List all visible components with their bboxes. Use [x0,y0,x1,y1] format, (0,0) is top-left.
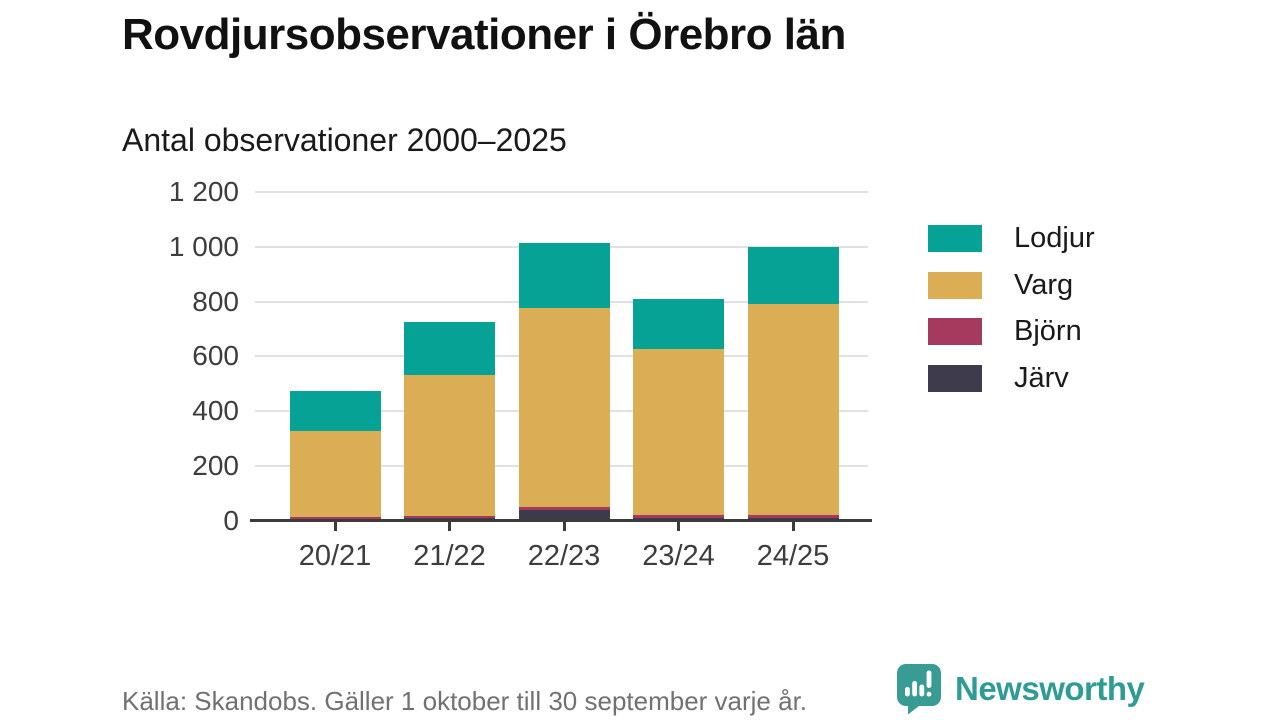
brand-logo: Newsworthy [896,663,1145,715]
legend-label: Björn [1014,315,1082,348]
brand-name: Newsworthy [955,670,1145,707]
gridline-1200 [255,191,868,193]
y-axis-label: 1 000 [168,230,239,262]
bar-segment-björn-22-23 [518,507,610,511]
x-axis-tick [448,522,451,531]
legend-swatch-björn [928,318,982,346]
chart-subtitle: Antal observationer 2000–2025 [122,122,567,158]
legend-item-varg: Varg [928,262,1095,309]
x-axis-label: 23/24 [642,540,715,572]
legend-item-lodjur: Lodjur [928,215,1095,262]
x-axis-tick [562,522,566,531]
legend-item-björn: Björn [928,308,1095,355]
bar-segment-lodjur-22-23 [518,242,610,308]
bar-segment-björn-20-21 [289,516,381,520]
bar-segment-lodjur-23-24 [633,298,724,349]
bar-segment-varg-23-24 [633,348,724,516]
legend-label: Järv [1014,361,1069,394]
legend-swatch-lodjur [928,224,982,252]
x-axis-tick [333,522,337,531]
legend-swatch-varg [928,271,982,299]
legend-swatch-järv [928,364,982,392]
bar-segment-lodjur-20-21 [289,391,381,431]
x-axis-label: 21/22 [413,540,486,572]
bar-segment-björn-24-25 [747,515,839,518]
source-note: Källa: Skandobs. Gäller 1 oktober till 3… [122,686,808,716]
y-axis-label: 200 [192,449,239,481]
bar-segment-lodjur-24-25 [747,247,839,305]
x-axis-tick [791,522,795,531]
bar-segment-björn-23-24 [633,515,724,518]
bar-segment-järv-22-23 [518,510,610,521]
page-title: Rovdjursobservationer i Örebro län [122,10,846,59]
y-axis-label: 400 [192,395,239,426]
bar-segment-varg-20-21 [289,430,381,517]
x-axis-tick [677,522,680,531]
y-axis-label: 0 [223,504,239,536]
y-axis-label: 800 [192,285,239,317]
x-axis-label: 22/23 [527,540,601,572]
bar-segment-björn-21-22 [404,515,495,519]
legend-item-järv: Järv [928,355,1095,402]
x-axis-label: 20/21 [298,540,372,572]
y-axis-label: 1 200 [168,176,239,207]
bar-segment-varg-22-23 [518,307,610,508]
bar-segment-lodjur-21-22 [404,322,495,375]
newsworthy-logo-icon [897,664,941,715]
legend: Lodjur Varg Björn Järv [928,215,1095,402]
x-axis-line [250,519,872,522]
bar-segment-varg-24-25 [747,304,839,516]
x-axis-label: 24/25 [756,540,830,572]
legend-label: Varg [1014,268,1074,301]
bar-segment-varg-21-22 [404,374,495,516]
y-axis-label: 600 [192,340,239,372]
legend-label: Lodjur [1014,221,1095,254]
